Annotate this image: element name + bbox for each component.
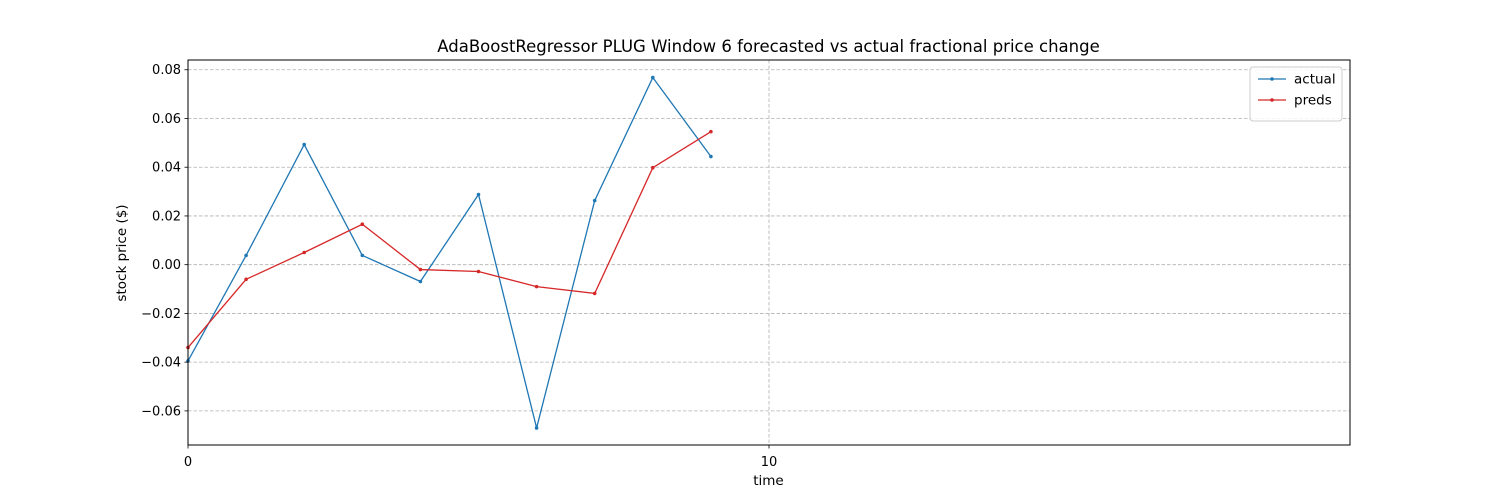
data-point-preds (651, 165, 655, 170)
legend-box (1249, 66, 1343, 122)
series-preds (186, 129, 713, 350)
legend-item-preds: preds (1258, 93, 1332, 109)
axis-ticks: −0.06 −0.04 −0.02 0.00 0.02 0.04 0.06 0.08 0 10 (141, 63, 777, 470)
data-point-actual (476, 192, 481, 197)
y-tick-label: 0.02 (152, 209, 181, 224)
y-tick-label: −0.02 (141, 307, 181, 322)
data-point-preds (418, 267, 423, 272)
data-point-actual (418, 279, 423, 284)
legend: actual preds (1249, 66, 1343, 122)
y-tick-label: 0.06 (152, 112, 181, 127)
y-axis-label: stock price ($) (114, 204, 130, 301)
data-point-actual (534, 426, 539, 430)
data-point-preds (476, 269, 481, 274)
legend-label: preds (1294, 93, 1332, 109)
series-lines (186, 75, 713, 430)
series-line-actual (187, 76, 712, 429)
data-point-preds (360, 222, 365, 227)
data-point-actual (244, 253, 248, 258)
x-tick-label: 0 (184, 455, 192, 470)
data-point-actual (592, 198, 597, 203)
y-tick-label: 0.08 (152, 63, 181, 78)
data-point-actual (360, 253, 365, 258)
x-tick-label: 10 (761, 455, 778, 470)
data-point-preds (534, 284, 539, 289)
data-point-preds (302, 250, 307, 255)
data-point-actual (651, 75, 655, 80)
y-tick-label: 0.04 (152, 161, 181, 176)
chart-title: AdaBoostRegressor PLUG Window 6 forecast… (437, 37, 1099, 56)
data-point-actual (302, 142, 307, 147)
legend-marker (1270, 98, 1274, 102)
data-point-preds (244, 277, 248, 282)
data-point-preds (592, 291, 597, 296)
y-tick-label: −0.04 (141, 356, 181, 371)
series-line-preds (187, 131, 712, 348)
legend-marker (1270, 77, 1274, 81)
legend-item-actual: actual (1258, 72, 1336, 88)
x-axis-label: time (753, 473, 784, 489)
legend-label: actual (1294, 72, 1336, 88)
y-tick-label: −0.06 (141, 404, 181, 419)
data-point-preds (709, 129, 713, 134)
y-tick-label: 0.00 (152, 258, 181, 273)
data-point-actual (709, 154, 713, 159)
